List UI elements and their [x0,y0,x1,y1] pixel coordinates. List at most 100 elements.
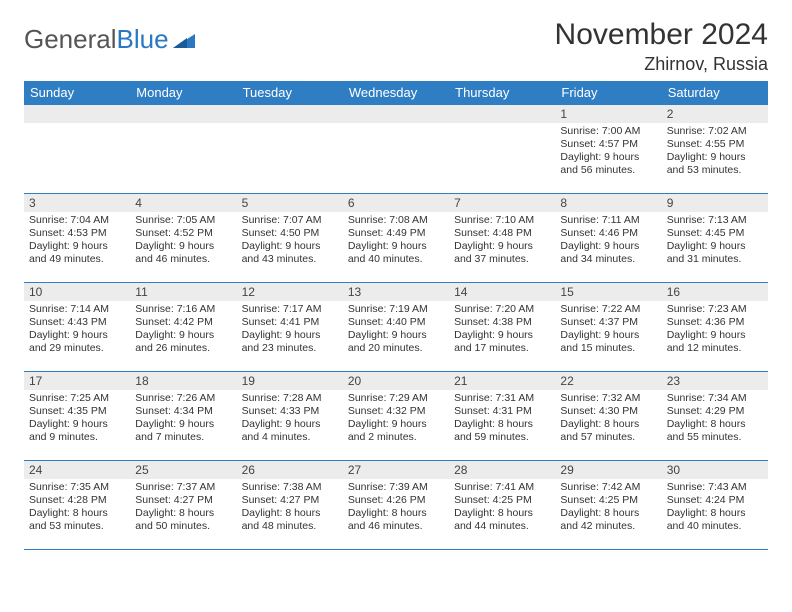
daylight-text: Daylight: 9 hours and 34 minutes. [560,240,656,266]
calendar-day-cell: 30Sunrise: 7:43 AMSunset: 4:24 PMDayligh… [662,461,768,550]
day-details: Sunrise: 7:28 AMSunset: 4:33 PMDaylight:… [237,390,343,449]
calendar-day-cell: 10Sunrise: 7:14 AMSunset: 4:43 PMDayligh… [24,283,130,372]
calendar-day-cell: 19Sunrise: 7:28 AMSunset: 4:33 PMDayligh… [237,372,343,461]
day-number: 23 [662,372,768,390]
sunrise-text: Sunrise: 7:10 AM [454,214,550,227]
calendar-day-cell: 14Sunrise: 7:20 AMSunset: 4:38 PMDayligh… [449,283,555,372]
day-number: 4 [130,194,236,212]
day-details: Sunrise: 7:35 AMSunset: 4:28 PMDaylight:… [24,479,130,538]
sunrise-text: Sunrise: 7:37 AM [135,481,231,494]
calendar-day-cell: 24Sunrise: 7:35 AMSunset: 4:28 PMDayligh… [24,461,130,550]
day-details: Sunrise: 7:42 AMSunset: 4:25 PMDaylight:… [555,479,661,538]
sunset-text: Sunset: 4:36 PM [667,316,763,329]
day-details: Sunrise: 7:17 AMSunset: 4:41 PMDaylight:… [237,301,343,360]
day-number: 25 [130,461,236,479]
calendar-day-cell: 20Sunrise: 7:29 AMSunset: 4:32 PMDayligh… [343,372,449,461]
calendar-day-cell: 13Sunrise: 7:19 AMSunset: 4:40 PMDayligh… [343,283,449,372]
sunset-text: Sunset: 4:46 PM [560,227,656,240]
weekday-header: Sunday [24,81,130,105]
brand-text-1: General [24,24,117,55]
daylight-text: Daylight: 8 hours and 50 minutes. [135,507,231,533]
calendar-day-cell: 9Sunrise: 7:13 AMSunset: 4:45 PMDaylight… [662,194,768,283]
weekday-header-row: Sunday Monday Tuesday Wednesday Thursday… [24,81,768,105]
daylight-text: Daylight: 9 hours and 46 minutes. [135,240,231,266]
sunrise-text: Sunrise: 7:00 AM [560,125,656,138]
daylight-text: Daylight: 8 hours and 57 minutes. [560,418,656,444]
day-details: Sunrise: 7:43 AMSunset: 4:24 PMDaylight:… [662,479,768,538]
sunrise-text: Sunrise: 7:23 AM [667,303,763,316]
daylight-text: Daylight: 9 hours and 23 minutes. [242,329,338,355]
daylight-text: Daylight: 8 hours and 48 minutes. [242,507,338,533]
calendar-day-cell: 29Sunrise: 7:42 AMSunset: 4:25 PMDayligh… [555,461,661,550]
calendar-day-cell: 27Sunrise: 7:39 AMSunset: 4:26 PMDayligh… [343,461,449,550]
sunrise-text: Sunrise: 7:41 AM [454,481,550,494]
sunset-text: Sunset: 4:49 PM [348,227,444,240]
day-number [237,105,343,123]
daylight-text: Daylight: 9 hours and 31 minutes. [667,240,763,266]
weekday-header: Saturday [662,81,768,105]
sunset-text: Sunset: 4:42 PM [135,316,231,329]
calendar-day-cell: 15Sunrise: 7:22 AMSunset: 4:37 PMDayligh… [555,283,661,372]
calendar-day-cell: 3Sunrise: 7:04 AMSunset: 4:53 PMDaylight… [24,194,130,283]
sunset-text: Sunset: 4:25 PM [454,494,550,507]
sunset-text: Sunset: 4:48 PM [454,227,550,240]
sunset-text: Sunset: 4:34 PM [135,405,231,418]
calendar-day-cell: 5Sunrise: 7:07 AMSunset: 4:50 PMDaylight… [237,194,343,283]
calendar-day-cell: 4Sunrise: 7:05 AMSunset: 4:52 PMDaylight… [130,194,236,283]
daylight-text: Daylight: 8 hours and 42 minutes. [560,507,656,533]
day-details: Sunrise: 7:37 AMSunset: 4:27 PMDaylight:… [130,479,236,538]
sunset-text: Sunset: 4:32 PM [348,405,444,418]
day-number [24,105,130,123]
sunrise-text: Sunrise: 7:05 AM [135,214,231,227]
daylight-text: Daylight: 9 hours and 49 minutes. [29,240,125,266]
sunset-text: Sunset: 4:45 PM [667,227,763,240]
sunrise-text: Sunrise: 7:34 AM [667,392,763,405]
day-number: 2 [662,105,768,123]
day-number: 19 [237,372,343,390]
day-details: Sunrise: 7:07 AMSunset: 4:50 PMDaylight:… [237,212,343,271]
daylight-text: Daylight: 9 hours and 4 minutes. [242,418,338,444]
sunrise-text: Sunrise: 7:20 AM [454,303,550,316]
day-number: 3 [24,194,130,212]
sunset-text: Sunset: 4:53 PM [29,227,125,240]
day-details: Sunrise: 7:20 AMSunset: 4:38 PMDaylight:… [449,301,555,360]
day-number: 30 [662,461,768,479]
daylight-text: Daylight: 8 hours and 53 minutes. [29,507,125,533]
calendar-day-cell [343,105,449,194]
sunrise-text: Sunrise: 7:25 AM [29,392,125,405]
sunset-text: Sunset: 4:38 PM [454,316,550,329]
day-number: 18 [130,372,236,390]
calendar-day-cell: 17Sunrise: 7:25 AMSunset: 4:35 PMDayligh… [24,372,130,461]
calendar-day-cell: 11Sunrise: 7:16 AMSunset: 4:42 PMDayligh… [130,283,236,372]
page-title: November 2024 [555,18,768,52]
day-number: 9 [662,194,768,212]
day-details: Sunrise: 7:08 AMSunset: 4:49 PMDaylight:… [343,212,449,271]
daylight-text: Daylight: 9 hours and 2 minutes. [348,418,444,444]
calendar-week-row: 10Sunrise: 7:14 AMSunset: 4:43 PMDayligh… [24,283,768,372]
day-details: Sunrise: 7:41 AMSunset: 4:25 PMDaylight:… [449,479,555,538]
daylight-text: Daylight: 8 hours and 55 minutes. [667,418,763,444]
weekday-header: Tuesday [237,81,343,105]
day-number: 27 [343,461,449,479]
header: GeneralBlue November 2024 Zhirnov, Russi… [24,18,768,75]
sunrise-text: Sunrise: 7:22 AM [560,303,656,316]
day-number: 20 [343,372,449,390]
day-number: 29 [555,461,661,479]
sunset-text: Sunset: 4:55 PM [667,138,763,151]
sunset-text: Sunset: 4:25 PM [560,494,656,507]
calendar-day-cell: 1Sunrise: 7:00 AMSunset: 4:57 PMDaylight… [555,105,661,194]
day-number: 28 [449,461,555,479]
calendar-day-cell [24,105,130,194]
sunrise-text: Sunrise: 7:42 AM [560,481,656,494]
calendar-day-cell: 12Sunrise: 7:17 AMSunset: 4:41 PMDayligh… [237,283,343,372]
calendar-day-cell [449,105,555,194]
sunset-text: Sunset: 4:27 PM [135,494,231,507]
sunrise-text: Sunrise: 7:32 AM [560,392,656,405]
day-number [449,105,555,123]
calendar-day-cell: 25Sunrise: 7:37 AMSunset: 4:27 PMDayligh… [130,461,236,550]
day-number: 7 [449,194,555,212]
calendar-day-cell: 2Sunrise: 7:02 AMSunset: 4:55 PMDaylight… [662,105,768,194]
daylight-text: Daylight: 9 hours and 29 minutes. [29,329,125,355]
day-number: 12 [237,283,343,301]
day-details: Sunrise: 7:16 AMSunset: 4:42 PMDaylight:… [130,301,236,360]
